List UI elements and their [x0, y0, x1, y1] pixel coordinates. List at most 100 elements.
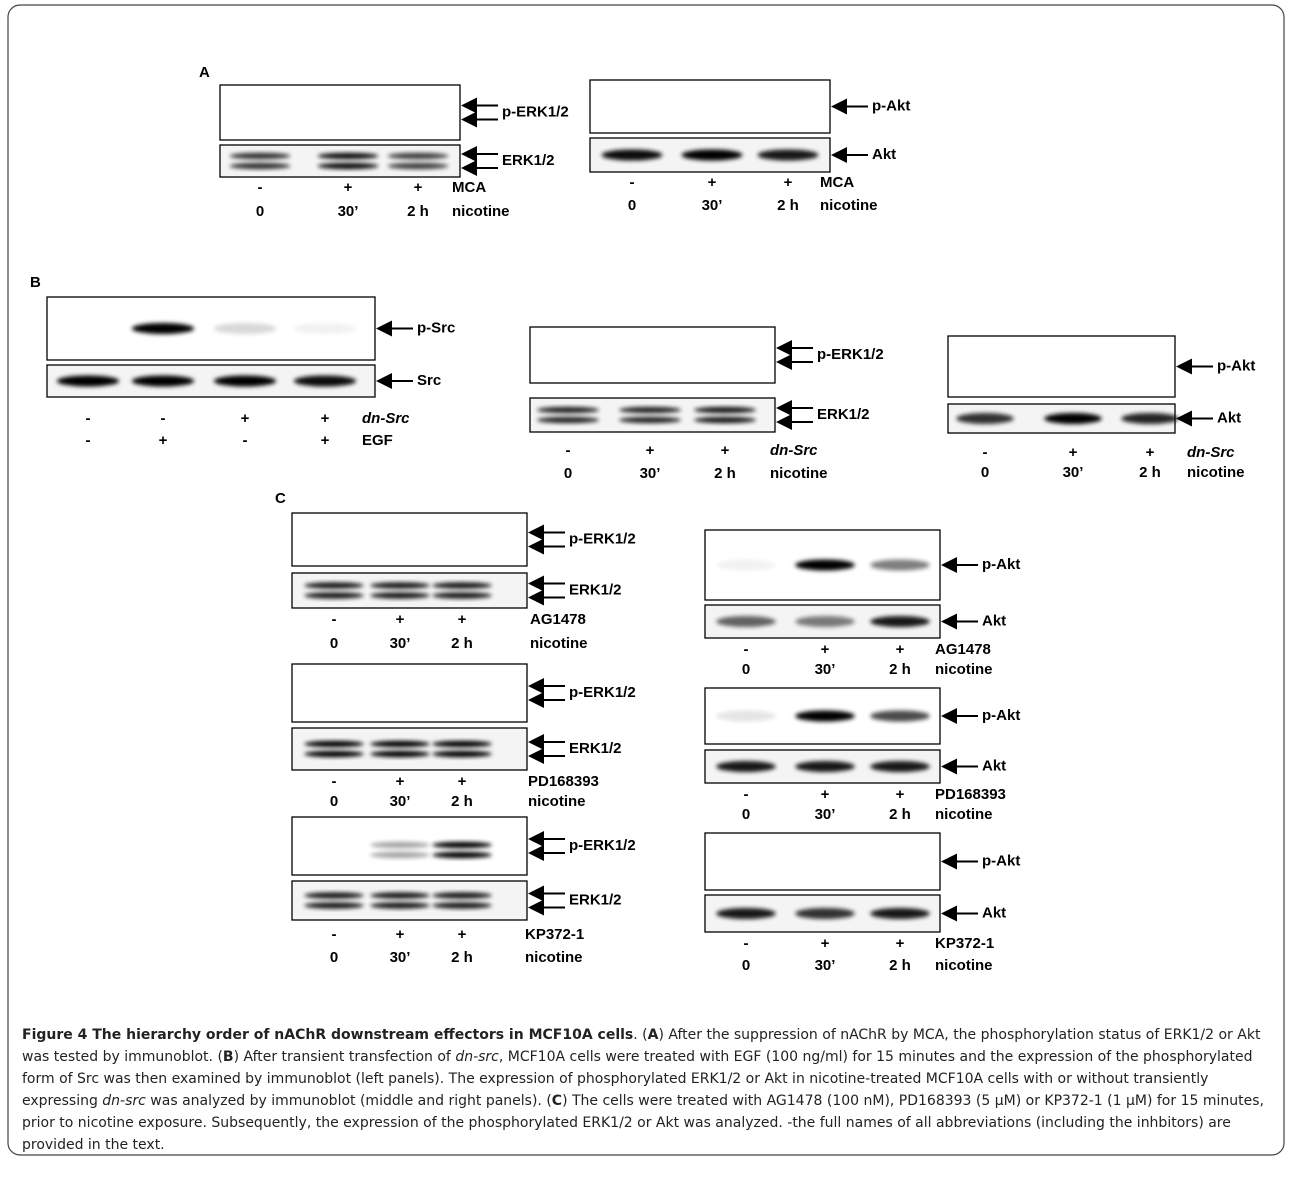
lane-label: + [821, 641, 830, 658]
panel-label: A [199, 64, 210, 81]
lane-label: + [458, 611, 467, 628]
lane-label: - [332, 926, 337, 943]
band-label: p-Akt [872, 97, 910, 114]
lane-label: + [821, 935, 830, 952]
band [230, 153, 291, 159]
lane-label: - [983, 444, 988, 461]
band-label: p-ERK1/2 [569, 837, 636, 854]
band-label: p-Akt [982, 556, 1020, 573]
blot-box [292, 881, 527, 920]
band [795, 560, 855, 571]
band [132, 323, 194, 334]
caption-run: Figure 4 The hierarchy order of nAChR do… [22, 1027, 633, 1043]
band [370, 902, 430, 908]
band-label: Src [417, 372, 441, 389]
band [304, 892, 364, 898]
lane-label: 30’ [390, 635, 411, 652]
caption-run: C [552, 1093, 562, 1109]
band [795, 711, 855, 722]
band [370, 582, 430, 588]
lane-label: 0 [564, 465, 572, 482]
band [795, 761, 855, 772]
band [388, 153, 449, 159]
caption-run: ) After transient transfection of [234, 1049, 456, 1065]
treatment-label: nicotine [935, 806, 993, 823]
lane-label: - [332, 611, 337, 628]
band-label: Akt [982, 612, 1006, 629]
lane-label: + [159, 432, 168, 449]
lane-label: 2 h [451, 793, 473, 810]
lane-label: 2 h [1139, 464, 1161, 481]
band-label: p-Akt [982, 852, 1020, 869]
lane-label: 30’ [640, 465, 661, 482]
blot-box [292, 664, 527, 722]
treatment-label: MCA [820, 174, 854, 191]
lane-label: + [414, 179, 423, 196]
band [870, 761, 930, 772]
treatment-label: nicotine [528, 793, 586, 810]
blot: p-AktAkt-++KP372-1030’2 hnicotine [705, 833, 1020, 974]
panel-label: B [30, 274, 41, 291]
band [370, 852, 430, 858]
band-label: Akt [982, 904, 1006, 921]
band-label: p-ERK1/2 [569, 530, 636, 547]
treatment-label: AG1478 [935, 641, 991, 658]
lane-label: + [458, 773, 467, 790]
band [294, 376, 356, 387]
treatment-label: nicotine [452, 203, 510, 220]
lane-label: 30’ [338, 203, 359, 220]
lane-label: + [321, 432, 330, 449]
lane-label: 30’ [815, 957, 836, 974]
lane-label: 2 h [451, 949, 473, 966]
band [602, 150, 663, 161]
band [370, 741, 430, 747]
band [370, 751, 430, 757]
lane-label: + [458, 926, 467, 943]
caption-run: . ( [633, 1027, 647, 1043]
lane-label: 30’ [815, 661, 836, 678]
lane-label: 2 h [714, 465, 736, 482]
band [304, 902, 364, 908]
band [432, 852, 492, 858]
lane-label: 0 [330, 635, 338, 652]
blot-box [292, 573, 527, 608]
blot-box [292, 513, 527, 566]
treatment-label: MCA [452, 179, 486, 196]
lane-label: 30’ [1063, 464, 1084, 481]
lane-label: + [396, 611, 405, 628]
lane-label: + [708, 174, 717, 191]
lane-label: 30’ [390, 793, 411, 810]
lane-label: 0 [742, 957, 750, 974]
band-label: Akt [872, 146, 896, 163]
band [1044, 413, 1102, 424]
band [304, 592, 364, 598]
lane-label: - [161, 410, 166, 427]
lane-label: 30’ [815, 806, 836, 823]
band [537, 417, 599, 423]
treatment-label: nicotine [935, 957, 993, 974]
band-label: p-ERK1/2 [817, 346, 884, 363]
treatment-label: PD168393 [935, 786, 1006, 803]
lane-label: + [344, 179, 353, 196]
lane-label: 0 [256, 203, 264, 220]
lane-label: - [630, 174, 635, 191]
band [716, 908, 776, 919]
band [716, 616, 776, 627]
band [432, 842, 492, 848]
treatment-label: nicotine [770, 465, 828, 482]
blot-box [705, 833, 940, 890]
band [304, 741, 364, 747]
blot-box [220, 85, 460, 140]
band-label: ERK1/2 [569, 740, 622, 757]
lane-label: + [721, 442, 730, 459]
band [716, 761, 776, 772]
lane-label: - [86, 410, 91, 427]
band [294, 323, 356, 334]
band [694, 417, 756, 423]
band [619, 417, 681, 423]
lane-label: 2 h [407, 203, 429, 220]
